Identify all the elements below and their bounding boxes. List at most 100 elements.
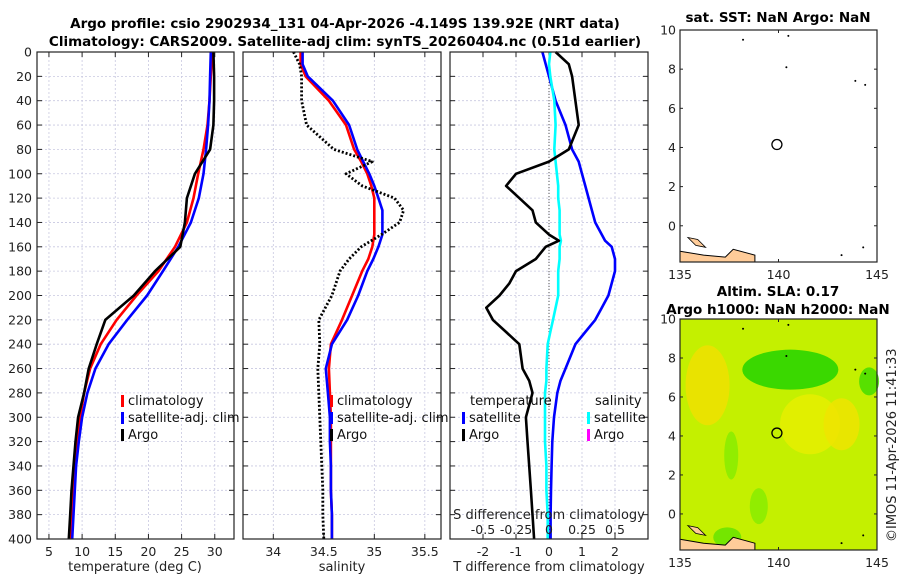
x-tick-label: 135 (668, 555, 692, 570)
y-tick-label: 100 (8, 166, 32, 181)
sla-map-title-line2: Argo h1000: NaN h2000: NaN (666, 302, 889, 318)
s-tick-label: -0.5 (471, 522, 495, 537)
sla-low-blob (742, 349, 839, 390)
x-tick-label: 35 (366, 544, 382, 559)
legend-climatology-swatch (121, 395, 124, 407)
y-tick-label: 60 (16, 118, 32, 133)
x-tick-label: 135 (668, 267, 692, 282)
legend-argo-swatch (330, 429, 333, 441)
y-tick-label: 120 (8, 191, 32, 206)
x-tick-label: 30 (207, 544, 223, 559)
x-tick-label: 2 (611, 544, 619, 559)
salinity-xlabel: salinity (319, 560, 366, 575)
sla-high-blob (685, 345, 730, 426)
y-tick-label: 0 (668, 218, 676, 233)
s-tick-label: 0.25 (568, 522, 596, 537)
legend-argo-label: Argo (128, 428, 158, 443)
legend-s-argo-label: Argo (594, 428, 624, 443)
legend-satellite-label: satellite-adj. clim (128, 411, 240, 426)
map-frame (679, 318, 878, 551)
title-line2: Climatology: CARS2009. Satellite-adj cli… (49, 34, 641, 50)
small-island (787, 323, 790, 326)
legend-t-satellite-swatch (462, 412, 465, 424)
sla-map-panel: 0 2 4 6 8 10 135 140 145 (660, 312, 889, 571)
land-coastline (679, 248, 756, 263)
y-tick-label: 340 (8, 458, 32, 473)
profile-location-marker (771, 138, 783, 151)
t-satellite-line (541, 51, 617, 539)
x-tick-label: 34 (265, 544, 281, 559)
y-tick-label: 160 (8, 239, 32, 254)
sla-high-blob (823, 398, 860, 451)
y-tick-label: 140 (8, 215, 32, 230)
satellite-line (301, 52, 384, 539)
y-tick-label: 0 (24, 45, 32, 60)
x-tick-label: 10 (74, 544, 90, 559)
x-tick-label: 140 (767, 267, 791, 282)
legend-salinity-title: salinity (595, 394, 642, 409)
argo-line (292, 51, 406, 540)
x-tick-label: 35.5 (411, 544, 439, 559)
t-argo-line (484, 51, 581, 540)
temperature-panel: 0 20 40 60 80 100 120 140 160 180 200 220 240 260 280 3… (8, 45, 239, 560)
y-tick-label: 280 (8, 385, 32, 400)
x-tick-label: 25 (174, 544, 190, 559)
legend-t-argo-swatch (462, 429, 465, 441)
x-tick-label: 1 (578, 544, 586, 559)
island (686, 236, 707, 248)
satellite-line (70, 51, 213, 540)
x-tick-label: 0 (545, 544, 553, 559)
y-tick-label: 8 (668, 350, 676, 365)
x-tick-label: 145 (865, 267, 889, 282)
y-tick-label: 0 (668, 506, 676, 521)
plot-frame (449, 51, 649, 540)
argo-line (67, 51, 216, 540)
small-island (840, 542, 843, 545)
copyright-stamp: ©IMOS 11-Apr-2026 11:41:33 (885, 348, 900, 542)
diff-xlabel-top: S difference from climatology (453, 508, 645, 523)
x-tick-label: -1 (510, 544, 522, 559)
small-island (785, 66, 788, 69)
y-tick-label: 8 (668, 62, 676, 77)
y-tick-label: 180 (8, 264, 32, 279)
small-island (787, 34, 790, 37)
title-line1: Argo profile: csio 2902934_131 04-Apr-20… (70, 16, 620, 32)
legend-argo-label: Argo (337, 428, 367, 443)
s-tick-label: 0.5 (605, 522, 625, 537)
sla-low-blob (724, 431, 739, 480)
s-tick-label: 0 (545, 522, 553, 537)
sla-low-blob (859, 367, 880, 396)
legend-s-argo-swatch (587, 429, 590, 441)
legend-climatology-label: climatology (337, 394, 413, 409)
small-island (854, 79, 857, 82)
y-tick-label: 4 (668, 140, 676, 155)
legend-satellite-label: satellite-adj. clim (337, 411, 449, 426)
sst-map-panel: 0 2 4 6 8 10 135 140 145 (660, 23, 889, 283)
x-tick-label: 5 (45, 544, 53, 559)
s-satellite-line (543, 51, 563, 539)
legend-t-satellite-label: satellite (469, 411, 521, 426)
legend-satellite-swatch (121, 412, 124, 424)
difference-panel: -2 -1 0 1 2 -0.5 -0.25 0 0.25 0.5 temperature salin… (449, 51, 649, 559)
legend-climatology-label: climatology (128, 394, 204, 409)
x-tick-label: 145 (865, 555, 889, 570)
sla-low-blob (749, 488, 768, 525)
plot-frame (242, 51, 442, 540)
legend-s-satellite-label: satellite (594, 411, 646, 426)
y-tick-label: 200 (8, 288, 32, 303)
legend-s-satellite-swatch (587, 412, 590, 424)
small-island (862, 246, 865, 249)
salinity-panel: 34 34.5 35 35.5 climatology satellite-adj. cl… (242, 51, 449, 559)
legend-temperature-title: temperature (470, 394, 552, 409)
y-tick-label: 6 (668, 101, 676, 116)
y-tick-label: 300 (8, 410, 32, 425)
y-tick-label: 80 (16, 142, 32, 157)
small-island (840, 254, 843, 257)
x-tick-label: -2 (477, 544, 489, 559)
plot-frame (36, 51, 235, 540)
island (686, 524, 707, 537)
legend-argo-swatch (121, 429, 124, 441)
x-tick-label: 34.5 (310, 544, 338, 559)
sst-map-title: sat. SST: NaN Argo: NaN (685, 10, 870, 26)
